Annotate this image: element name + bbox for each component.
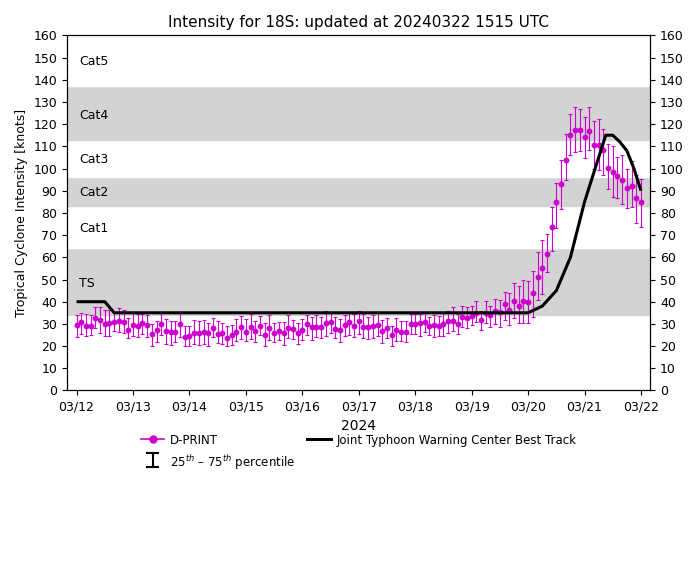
- Text: Cat2: Cat2: [79, 187, 108, 199]
- Text: Cat1: Cat1: [79, 222, 108, 235]
- Bar: [67, 86, 650, 140]
- Bar: [67, 206, 650, 248]
- Text: TS: TS: [79, 278, 94, 291]
- Text: Cat4: Cat4: [79, 108, 108, 122]
- Text: Cat5: Cat5: [79, 55, 108, 69]
- Bar: [67, 35, 650, 86]
- Text: Cat3: Cat3: [79, 153, 108, 166]
- Y-axis label: Tropical Cyclone Intensity [knots]: Tropical Cyclone Intensity [knots]: [15, 109, 28, 317]
- Bar: [67, 178, 650, 206]
- X-axis label: 2024: 2024: [341, 419, 376, 433]
- Title: Intensity for 18S: updated at 20240322 1515 UTC: Intensity for 18S: updated at 20240322 1…: [168, 15, 549, 30]
- Bar: [67, 140, 650, 178]
- Legend: D-PRINT, 25$^{th}$ – 75$^{th}$ percentile, Joint Typhoon Warning Center Best Tra: D-PRINT, 25$^{th}$ – 75$^{th}$ percentil…: [136, 428, 582, 477]
- Bar: [67, 248, 650, 315]
